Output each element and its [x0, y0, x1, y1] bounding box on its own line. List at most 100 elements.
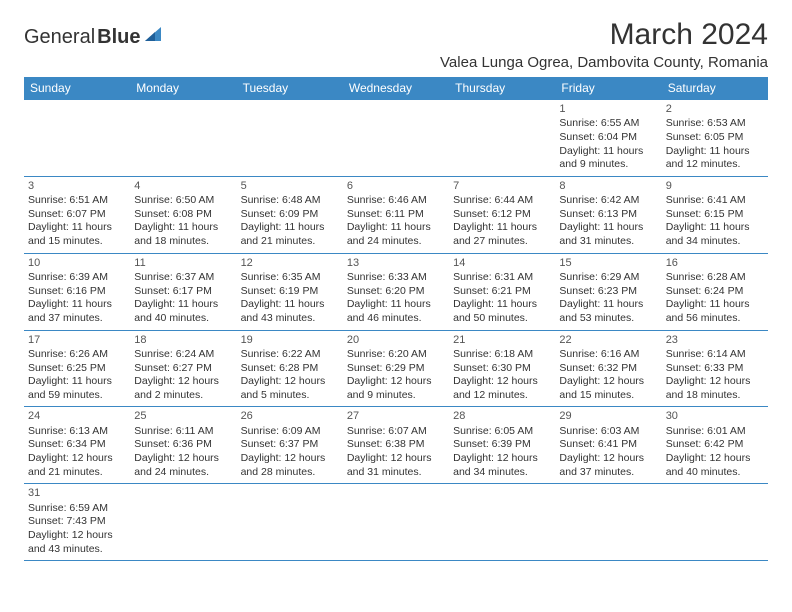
calendar-day-empty: [237, 100, 343, 177]
sunset-text: Sunset: 6:15 PM: [666, 208, 764, 222]
day-number: 10: [28, 256, 126, 270]
sunset-text: Sunset: 7:43 PM: [28, 515, 126, 529]
day-number: 29: [559, 409, 657, 423]
sunset-text: Sunset: 6:20 PM: [347, 285, 445, 299]
day-number: 1: [559, 102, 657, 116]
calendar-week: 17Sunrise: 6:26 AMSunset: 6:25 PMDayligh…: [24, 330, 768, 407]
daylight-text: Daylight: 12 hours: [347, 452, 445, 466]
day-number: 28: [453, 409, 551, 423]
calendar-day-empty: [130, 100, 236, 177]
calendar-day-empty: [237, 484, 343, 561]
calendar-day: 8Sunrise: 6:42 AMSunset: 6:13 PMDaylight…: [555, 176, 661, 253]
sunrise-text: Sunrise: 6:59 AM: [28, 502, 126, 516]
calendar-day: 22Sunrise: 6:16 AMSunset: 6:32 PMDayligh…: [555, 330, 661, 407]
calendar-day-empty: [449, 100, 555, 177]
day-number: 19: [241, 333, 339, 347]
daylight-text: Daylight: 12 hours: [347, 375, 445, 389]
daylight-text: and 37 minutes.: [559, 466, 657, 480]
day-number: 11: [134, 256, 232, 270]
sunrise-text: Sunrise: 6:37 AM: [134, 271, 232, 285]
sunset-text: Sunset: 6:21 PM: [453, 285, 551, 299]
sunrise-text: Sunrise: 6:53 AM: [666, 117, 764, 131]
daylight-text: and 28 minutes.: [241, 466, 339, 480]
daylight-text: Daylight: 11 hours: [559, 145, 657, 159]
day-number: 6: [347, 179, 445, 193]
calendar-day: 12Sunrise: 6:35 AMSunset: 6:19 PMDayligh…: [237, 253, 343, 330]
daylight-text: and 46 minutes.: [347, 312, 445, 326]
daylight-text: Daylight: 12 hours: [453, 452, 551, 466]
calendar-day: 26Sunrise: 6:09 AMSunset: 6:37 PMDayligh…: [237, 407, 343, 484]
day-number: 7: [453, 179, 551, 193]
daylight-text: and 53 minutes.: [559, 312, 657, 326]
daylight-text: and 34 minutes.: [453, 466, 551, 480]
daylight-text: and 50 minutes.: [453, 312, 551, 326]
sunset-text: Sunset: 6:33 PM: [666, 362, 764, 376]
daylight-text: Daylight: 12 hours: [453, 375, 551, 389]
sunrise-text: Sunrise: 6:05 AM: [453, 425, 551, 439]
calendar-day: 2Sunrise: 6:53 AMSunset: 6:05 PMDaylight…: [662, 100, 768, 177]
calendar-day: 1Sunrise: 6:55 AMSunset: 6:04 PMDaylight…: [555, 100, 661, 177]
day-number: 4: [134, 179, 232, 193]
calendar-day-empty: [662, 484, 768, 561]
day-number: 5: [241, 179, 339, 193]
calendar-day: 20Sunrise: 6:20 AMSunset: 6:29 PMDayligh…: [343, 330, 449, 407]
daylight-text: and 34 minutes.: [666, 235, 764, 249]
daylight-text: and 18 minutes.: [134, 235, 232, 249]
day-number: 18: [134, 333, 232, 347]
day-number: 14: [453, 256, 551, 270]
sunrise-text: Sunrise: 6:48 AM: [241, 194, 339, 208]
daylight-text: Daylight: 11 hours: [241, 221, 339, 235]
daylight-text: Daylight: 11 hours: [453, 298, 551, 312]
calendar-day: 19Sunrise: 6:22 AMSunset: 6:28 PMDayligh…: [237, 330, 343, 407]
calendar-day: 23Sunrise: 6:14 AMSunset: 6:33 PMDayligh…: [662, 330, 768, 407]
sunset-text: Sunset: 6:16 PM: [28, 285, 126, 299]
day-number: 16: [666, 256, 764, 270]
sunrise-text: Sunrise: 6:41 AM: [666, 194, 764, 208]
sunrise-text: Sunrise: 6:26 AM: [28, 348, 126, 362]
sunset-text: Sunset: 6:32 PM: [559, 362, 657, 376]
calendar-day: 11Sunrise: 6:37 AMSunset: 6:17 PMDayligh…: [130, 253, 236, 330]
day-number: 23: [666, 333, 764, 347]
sunrise-text: Sunrise: 6:03 AM: [559, 425, 657, 439]
sunset-text: Sunset: 6:19 PM: [241, 285, 339, 299]
daylight-text: Daylight: 11 hours: [666, 145, 764, 159]
calendar-day: 4Sunrise: 6:50 AMSunset: 6:08 PMDaylight…: [130, 176, 236, 253]
sunrise-text: Sunrise: 6:42 AM: [559, 194, 657, 208]
calendar-day: 16Sunrise: 6:28 AMSunset: 6:24 PMDayligh…: [662, 253, 768, 330]
daylight-text: Daylight: 11 hours: [666, 221, 764, 235]
sunrise-text: Sunrise: 6:01 AM: [666, 425, 764, 439]
daylight-text: Daylight: 11 hours: [134, 298, 232, 312]
sunset-text: Sunset: 6:17 PM: [134, 285, 232, 299]
sunset-text: Sunset: 6:23 PM: [559, 285, 657, 299]
sunrise-text: Sunrise: 6:16 AM: [559, 348, 657, 362]
logo-text-2: Blue: [97, 26, 140, 49]
daylight-text: and 18 minutes.: [666, 389, 764, 403]
day-number: 27: [347, 409, 445, 423]
weekday-header: Monday: [130, 77, 236, 100]
calendar-day: 27Sunrise: 6:07 AMSunset: 6:38 PMDayligh…: [343, 407, 449, 484]
daylight-text: Daylight: 11 hours: [28, 221, 126, 235]
daylight-text: Daylight: 11 hours: [347, 221, 445, 235]
calendar-body: 1Sunrise: 6:55 AMSunset: 6:04 PMDaylight…: [24, 100, 768, 561]
sunset-text: Sunset: 6:24 PM: [666, 285, 764, 299]
calendar-day: 9Sunrise: 6:41 AMSunset: 6:15 PMDaylight…: [662, 176, 768, 253]
calendar-day-empty: [24, 100, 130, 177]
day-number: 22: [559, 333, 657, 347]
day-number: 2: [666, 102, 764, 116]
sunset-text: Sunset: 6:11 PM: [347, 208, 445, 222]
calendar-day: 21Sunrise: 6:18 AMSunset: 6:30 PMDayligh…: [449, 330, 555, 407]
day-number: 30: [666, 409, 764, 423]
daylight-text: Daylight: 12 hours: [559, 375, 657, 389]
daylight-text: Daylight: 11 hours: [453, 221, 551, 235]
month-title: March 2024: [440, 18, 768, 52]
daylight-text: and 27 minutes.: [453, 235, 551, 249]
day-number: 21: [453, 333, 551, 347]
sunrise-text: Sunrise: 6:46 AM: [347, 194, 445, 208]
calendar-day: 3Sunrise: 6:51 AMSunset: 6:07 PMDaylight…: [24, 176, 130, 253]
daylight-text: and 40 minutes.: [666, 466, 764, 480]
sunrise-text: Sunrise: 6:22 AM: [241, 348, 339, 362]
calendar-week: 1Sunrise: 6:55 AMSunset: 6:04 PMDaylight…: [24, 100, 768, 177]
sunrise-text: Sunrise: 6:24 AM: [134, 348, 232, 362]
sunset-text: Sunset: 6:08 PM: [134, 208, 232, 222]
daylight-text: and 9 minutes.: [347, 389, 445, 403]
